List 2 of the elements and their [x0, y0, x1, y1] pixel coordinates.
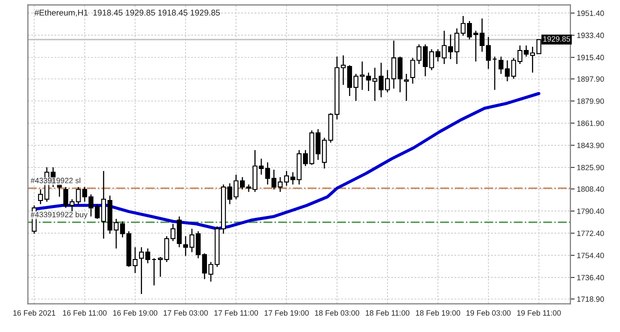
candlestick: [404, 73, 409, 102]
chart-title: #Ethereum,H1 1918.45 1929.85 1918.45 1929.85: [34, 9, 220, 17]
